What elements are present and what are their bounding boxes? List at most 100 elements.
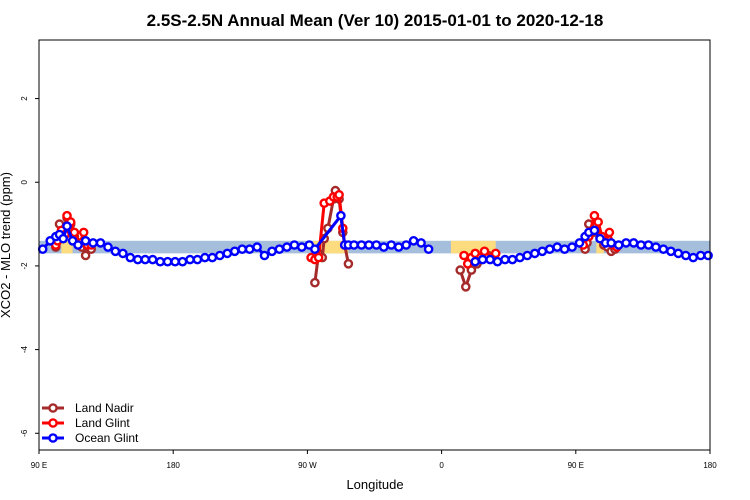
data-point [336, 210, 346, 221]
data-point [140, 254, 150, 265]
data-point [185, 254, 195, 265]
data-point [132, 254, 143, 265]
legend-swatch-marker [48, 433, 58, 443]
legend-item: Ocean Glint [42, 431, 139, 445]
data-point [237, 244, 247, 254]
data-point [349, 240, 359, 250]
data-point [378, 242, 389, 252]
y-tick-label: -6 [20, 429, 29, 437]
data-point [703, 250, 713, 261]
data-point [552, 242, 563, 252]
data-point [80, 250, 91, 261]
data-point [643, 240, 654, 250]
data-point [274, 244, 285, 254]
x-tick-label: 180 [703, 461, 717, 470]
data-point [62, 221, 72, 231]
data-point [522, 250, 533, 261]
data-point [460, 281, 471, 292]
data-point [688, 252, 699, 263]
legend-item: Land Glint [42, 416, 130, 430]
data-point [492, 256, 503, 267]
data-point [606, 238, 617, 248]
data-point [343, 258, 354, 269]
data-point [229, 246, 240, 257]
data-point [95, 238, 106, 248]
y-tick-label: -4 [20, 345, 29, 353]
data-point [401, 240, 412, 250]
y-axis: 2 0 -2 -4 -6 [20, 96, 39, 437]
series-ocean-glint [37, 210, 713, 267]
data-point [386, 240, 397, 250]
data-point [666, 246, 676, 257]
data-point [125, 252, 136, 263]
series-land-nadir [51, 185, 620, 292]
legend-label: Ocean Glint [75, 431, 139, 445]
data-point [613, 240, 624, 250]
data-point [604, 227, 615, 238]
legend-swatch-marker [48, 418, 58, 428]
data-point [485, 254, 495, 265]
data-point [200, 252, 210, 263]
data-point [371, 240, 382, 250]
data-point [423, 244, 434, 254]
band-orange [61, 240, 73, 254]
x-tick-label: 90 E [31, 461, 47, 470]
data-point [313, 252, 324, 263]
data-point [589, 225, 600, 236]
data-point [695, 250, 706, 261]
data-point [393, 242, 404, 252]
data-point [500, 254, 510, 265]
data-point [310, 277, 320, 288]
data-point [162, 256, 173, 267]
x-tick-label: 180 [167, 461, 181, 470]
legend-label: Land Glint [75, 416, 130, 430]
data-point [621, 238, 631, 248]
legend-swatch-marker [48, 403, 58, 413]
data-point [479, 246, 490, 257]
data-point [103, 242, 113, 252]
plot-frame [38, 39, 711, 451]
data-point [574, 238, 585, 248]
x-tick-label: 0 [439, 461, 444, 470]
data-point [110, 246, 121, 257]
data-point [259, 250, 270, 261]
data-point [477, 254, 488, 265]
data-point [628, 238, 639, 248]
data-point [364, 240, 374, 250]
data-point [192, 254, 203, 265]
data-point [147, 254, 158, 265]
data-point [78, 227, 89, 238]
data-point [593, 217, 604, 227]
legend-label: Land Nadir [75, 401, 134, 415]
data-point [214, 250, 225, 261]
data-point [296, 242, 307, 252]
data-point [651, 242, 661, 252]
data-point [222, 248, 233, 259]
y-tick-label: 0 [20, 179, 29, 184]
series-layer [37, 185, 713, 292]
data-point [177, 256, 188, 267]
data-point [80, 235, 91, 246]
x-axis: 90 E 180 90 W 0 90 E 180 [31, 450, 717, 470]
x-axis-label: Longitude [346, 477, 403, 492]
y-tick-label: 2 [20, 96, 29, 101]
data-point [170, 256, 180, 267]
legend-item: Land Nadir [42, 401, 134, 415]
data-point [537, 246, 548, 257]
data-point [155, 256, 165, 267]
data-point [544, 244, 555, 254]
data-point [267, 246, 277, 257]
data-point [559, 244, 570, 254]
data-point [310, 244, 320, 254]
data-point [567, 242, 577, 252]
data-point [490, 248, 501, 259]
data-point [530, 248, 540, 259]
data-point [416, 238, 426, 248]
data-point [356, 240, 367, 250]
chart-title: 2.5S-2.5N Annual Mean (Ver 10) 2015-01-0… [147, 11, 604, 30]
data-point [334, 189, 344, 200]
data-point [681, 250, 691, 261]
data-point [207, 252, 218, 263]
data-point [58, 233, 69, 244]
data-point [507, 254, 518, 265]
